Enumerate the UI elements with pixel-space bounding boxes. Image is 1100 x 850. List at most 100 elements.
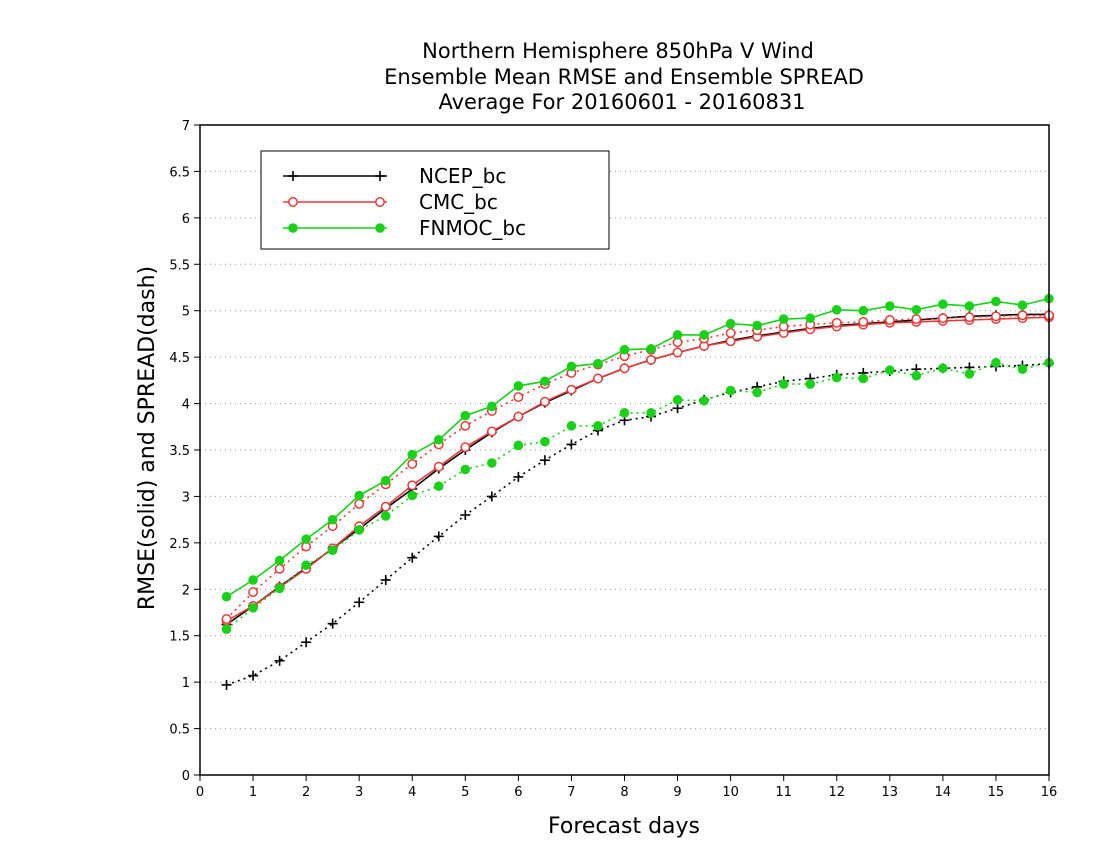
y-tick-label: 5: [182, 305, 190, 320]
rmse-point: [460, 442, 471, 453]
chart-title-line-1: Northern Hemisphere 850hPa V Wind: [422, 39, 814, 63]
spread-point: [354, 498, 365, 509]
x-tick-label: 14: [935, 785, 952, 800]
spread-point: [539, 455, 550, 466]
spread-point: [937, 313, 948, 324]
spread-point: [1017, 310, 1028, 321]
spread-point: [964, 312, 975, 323]
y-axis-title: RMSE(solid) and SPREAD(dash): [135, 266, 160, 610]
spread-point: [248, 670, 259, 681]
rmse-point: [805, 313, 816, 323]
spread-point: [831, 317, 842, 328]
y-tick-label: 2.5: [169, 537, 190, 552]
rmse-point: [380, 501, 391, 512]
y-tick-label: 6: [182, 212, 190, 227]
grid: [200, 170, 1049, 730]
rmse-point: [699, 330, 709, 340]
legend-box: [260, 150, 610, 250]
x-tick-label: 3: [355, 785, 363, 800]
y-tick-label: 0.5: [169, 723, 190, 738]
spread-point: [221, 614, 232, 624]
rmse-point: [513, 381, 524, 391]
rmse-point: [513, 411, 524, 422]
y-tick-label: 0: [182, 769, 190, 784]
rmse-point: [566, 384, 577, 395]
rmse-point: [672, 330, 683, 340]
x-tick-label: 10: [722, 785, 739, 800]
spread-point: [248, 603, 258, 613]
series-0: [221, 309, 1054, 690]
legend-label: CMC_bc: [419, 190, 498, 214]
spread-point: [221, 624, 232, 635]
rmse-point: [540, 376, 550, 387]
spread-point: [407, 458, 418, 469]
x-tick-label: 6: [514, 785, 522, 800]
x-axis-title: Forecast days: [548, 814, 700, 839]
spread-point: [884, 315, 895, 325]
x-tick-label: 9: [673, 785, 681, 800]
legend-marker: [288, 171, 298, 181]
axes: 00.511.522.533.544.555.566.570 1 2 3 4 5 6 7 8 9 1…: [169, 119, 1057, 800]
spread-point: [327, 618, 338, 629]
rmse-point: [646, 343, 656, 354]
spread-point: [646, 408, 656, 418]
rmse-line: [226, 316, 1050, 622]
spread-point: [911, 370, 922, 381]
x-tick-label: 8: [620, 785, 628, 800]
legend-entry-0: NCEP_bc: [283, 164, 506, 188]
spread-point: [593, 421, 603, 431]
legend-marker: [375, 171, 385, 181]
rmse-point: [433, 461, 444, 472]
rmse-point: [487, 401, 497, 412]
y-tick-label: 4.5: [169, 351, 190, 366]
rmse-point: [407, 480, 418, 491]
rmse-point: [831, 304, 842, 315]
rmse-point: [274, 555, 285, 566]
spread-point: [805, 379, 816, 389]
rmse-point: [778, 314, 789, 324]
rmse-point: [380, 475, 391, 486]
spread-point: [540, 436, 550, 447]
y-tick-label: 5.5: [169, 258, 190, 273]
rmse-point: [221, 591, 232, 602]
spread-point: [433, 531, 444, 542]
rmse-point: [858, 305, 869, 316]
rmse-point: [301, 534, 311, 544]
rmse-point: [938, 299, 948, 310]
rmse-point: [433, 434, 444, 445]
legend-marker: [375, 223, 385, 233]
spread-point: [672, 403, 683, 414]
rmse-point: [619, 344, 630, 355]
legend-label: NCEP_bc: [419, 164, 506, 188]
rmse-point: [593, 358, 603, 369]
spread-point: [778, 379, 789, 389]
rmse-point: [964, 301, 975, 311]
spread-point: [566, 439, 577, 450]
rmse-point: [593, 373, 603, 384]
y-tick-label: 4: [182, 398, 190, 413]
spread-point: [991, 357, 1001, 368]
spread-point: [725, 385, 736, 396]
y-tick-label: 3: [182, 490, 190, 505]
spread-point: [274, 563, 285, 574]
spread-point: [486, 491, 497, 502]
spread-point: [380, 575, 391, 585]
x-tick-label: 2: [302, 785, 310, 800]
rmse-point: [911, 304, 922, 315]
rmse-point: [752, 320, 762, 331]
spread-point: [221, 679, 232, 690]
spread-point: [301, 560, 311, 570]
rmse-point: [539, 396, 550, 407]
rmse-point: [407, 449, 418, 460]
x-tick-label: 16: [1041, 785, 1058, 800]
legend-marker: [288, 223, 298, 233]
y-tick-label: 2: [182, 583, 190, 598]
spread-point: [1017, 364, 1028, 375]
legend-label: FNMOC_bc: [419, 216, 526, 240]
spread-point: [752, 387, 762, 398]
spread-point: [619, 408, 630, 418]
rmse-point: [725, 336, 736, 347]
rmse-point: [672, 347, 683, 358]
rmse-point: [354, 490, 364, 501]
